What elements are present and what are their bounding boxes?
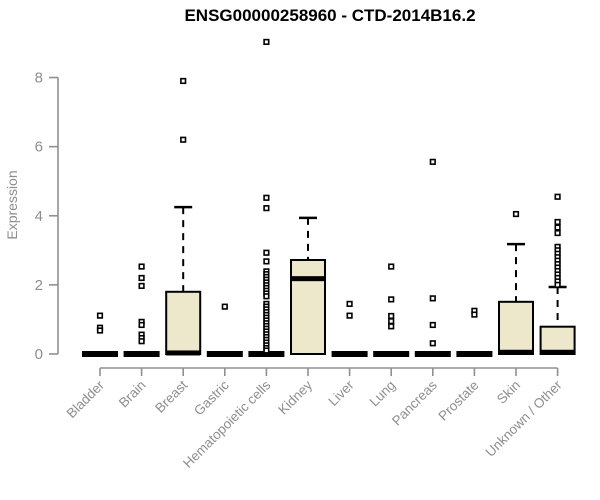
x-tick-label: Brain — [116, 378, 149, 411]
outlier-point — [138, 338, 145, 345]
outlier-point — [96, 327, 104, 334]
outlier-point — [554, 193, 561, 200]
outlier-point — [263, 205, 270, 212]
outlier-point — [388, 323, 395, 330]
y-tick-label: 6 — [35, 139, 43, 156]
outlier-point — [263, 347, 270, 354]
collapsed-box-bar — [414, 351, 451, 357]
outlier-point — [138, 274, 145, 282]
outlier-point — [554, 229, 561, 237]
x-tick-label: Prostate — [435, 378, 481, 424]
outlier-point — [346, 312, 353, 319]
outlier-point — [554, 224, 561, 231]
outlier-point — [471, 311, 478, 318]
outlier-point — [346, 300, 353, 307]
outlier-point — [429, 295, 436, 302]
y-tick-label: 8 — [35, 70, 43, 87]
outlier-point — [180, 77, 187, 85]
boxes-group — [82, 38, 576, 357]
x-tick-label: Pancreas — [389, 377, 440, 428]
x-tick-label: Bladder — [64, 377, 108, 421]
outlier-point — [429, 321, 436, 329]
box — [290, 258, 326, 355]
collapsed-box-bar — [123, 351, 160, 357]
outlier-point — [554, 281, 561, 288]
outlier-point — [388, 263, 395, 270]
outlier-point — [263, 249, 270, 256]
outlier-point — [263, 38, 270, 46]
x-tick-label: Unknown / Other — [482, 377, 565, 460]
outlier-point — [138, 321, 145, 329]
median-line — [499, 349, 533, 355]
outlier-point — [263, 293, 270, 300]
collapsed-box-bar — [331, 351, 368, 357]
collapsed-box-bar — [248, 351, 285, 357]
x-tick-label: Skin — [494, 378, 523, 407]
outlier-point — [429, 340, 436, 347]
y-tick-label: 0 — [35, 346, 43, 363]
median-line — [166, 350, 201, 356]
collapsed-box-bar — [456, 351, 493, 357]
outlier-point — [138, 263, 145, 270]
chart-title: ENSG00000258960 - CTD-2014B16.2 — [184, 6, 476, 25]
collapsed-box-bar — [373, 351, 410, 357]
median-line — [291, 276, 325, 282]
x-tick-label: Kidney — [275, 377, 315, 417]
x-tick-label: Lung — [366, 378, 398, 410]
x-tick-label: Breast — [152, 377, 190, 415]
outlier-point — [388, 296, 395, 303]
box — [539, 325, 576, 356]
box — [498, 300, 534, 355]
y-axis-label: Expression — [4, 170, 20, 239]
outlier-point — [388, 312, 395, 320]
collapsed-box-bar — [82, 351, 118, 357]
outlier-point — [263, 258, 270, 265]
box — [165, 290, 202, 355]
x-tick-label: Gastric — [191, 377, 232, 418]
outlier-point — [180, 136, 187, 143]
x-tick-label: Liver — [325, 377, 357, 409]
y-tick-label: 2 — [35, 277, 43, 294]
collapsed-box-bar — [206, 351, 243, 357]
outlier-point — [554, 218, 561, 226]
outlier-point — [138, 282, 145, 290]
median-line — [540, 349, 575, 355]
y-tick-label: 4 — [35, 208, 43, 225]
outlier-point — [388, 318, 395, 325]
outlier-point — [263, 194, 270, 201]
outlier-point — [96, 312, 104, 319]
outlier-point — [429, 158, 436, 165]
outlier-point — [512, 210, 520, 218]
outlier-point — [221, 303, 228, 310]
